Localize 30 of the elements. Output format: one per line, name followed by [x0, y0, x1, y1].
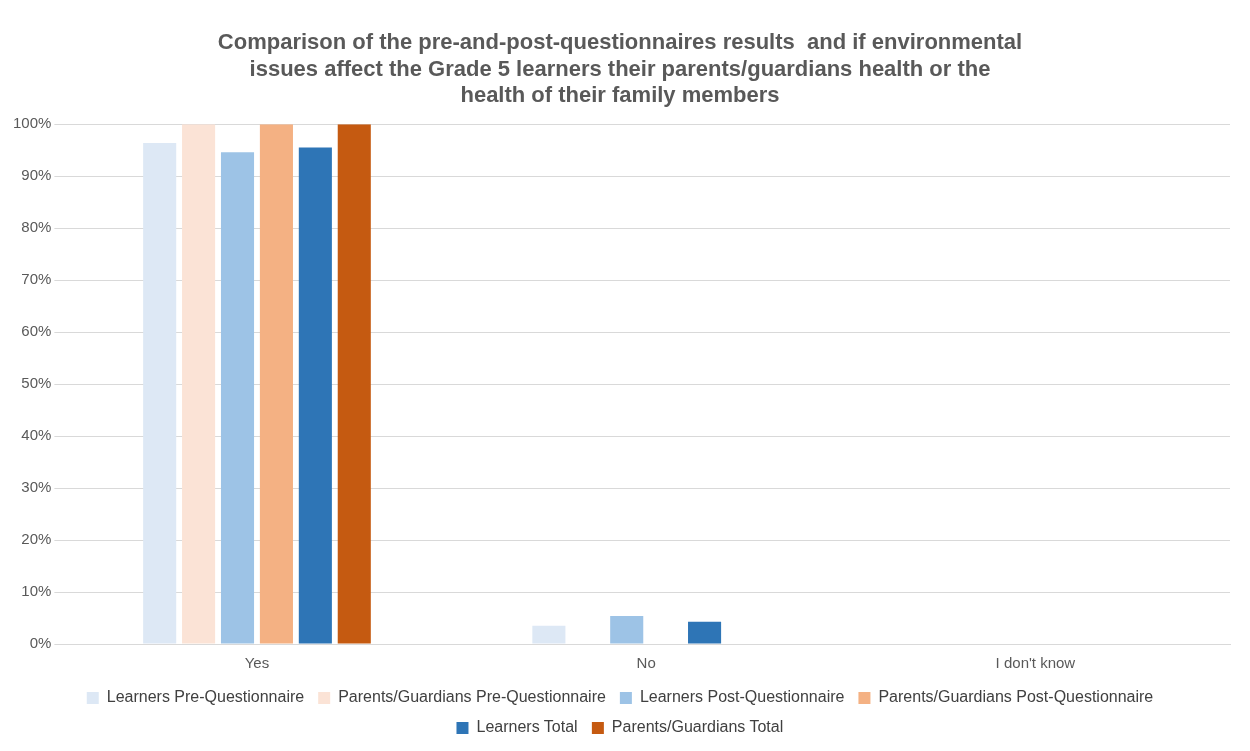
y-tick-label: 80%: [21, 218, 52, 236]
y-tick-label: 70%: [21, 270, 52, 288]
bar: [182, 124, 216, 644]
y-tick-label: 20%: [21, 530, 52, 548]
y-tick-label: 0%: [29, 634, 52, 652]
y-tick-label: 90%: [21, 166, 52, 184]
legend-label: Parents/Guardians Pre-Questionnaire: [338, 688, 606, 706]
y-tick-label: 50%: [21, 374, 52, 392]
y-tick-label: 60%: [21, 322, 52, 340]
y-tick-label: 10%: [21, 582, 52, 600]
legend-label: Parents/Guardians Total: [611, 718, 784, 736]
bar: [337, 124, 371, 644]
bar: [610, 615, 644, 644]
bar: [143, 142, 177, 644]
x-tick-label: No: [636, 654, 656, 672]
bar: [688, 621, 722, 644]
legend-label: Learners Total: [476, 718, 578, 736]
bar: [220, 152, 255, 644]
chart-title: Comparison of the pre-and-post-questionnaires results and if environmental issues affect the Grade 5 learners their parents/guardians health or the health of their family members: [217, 29, 1023, 108]
legend-label: Learners Post-Questionnaire: [639, 688, 845, 706]
x-tick-label: Yes: [244, 654, 270, 672]
y-tick-label: 100%: [12, 114, 52, 132]
bar: [298, 147, 332, 644]
legend-label: Parents/Guardians Post-Questionnaire: [878, 688, 1154, 706]
bar: [259, 124, 293, 644]
y-tick-label: 40%: [21, 426, 52, 444]
y-tick-label: 30%: [21, 478, 52, 496]
x-tick-label: I don't know: [995, 654, 1076, 672]
legend-label: Learners Pre-Questionnaire: [106, 688, 305, 706]
bar: [532, 625, 566, 644]
